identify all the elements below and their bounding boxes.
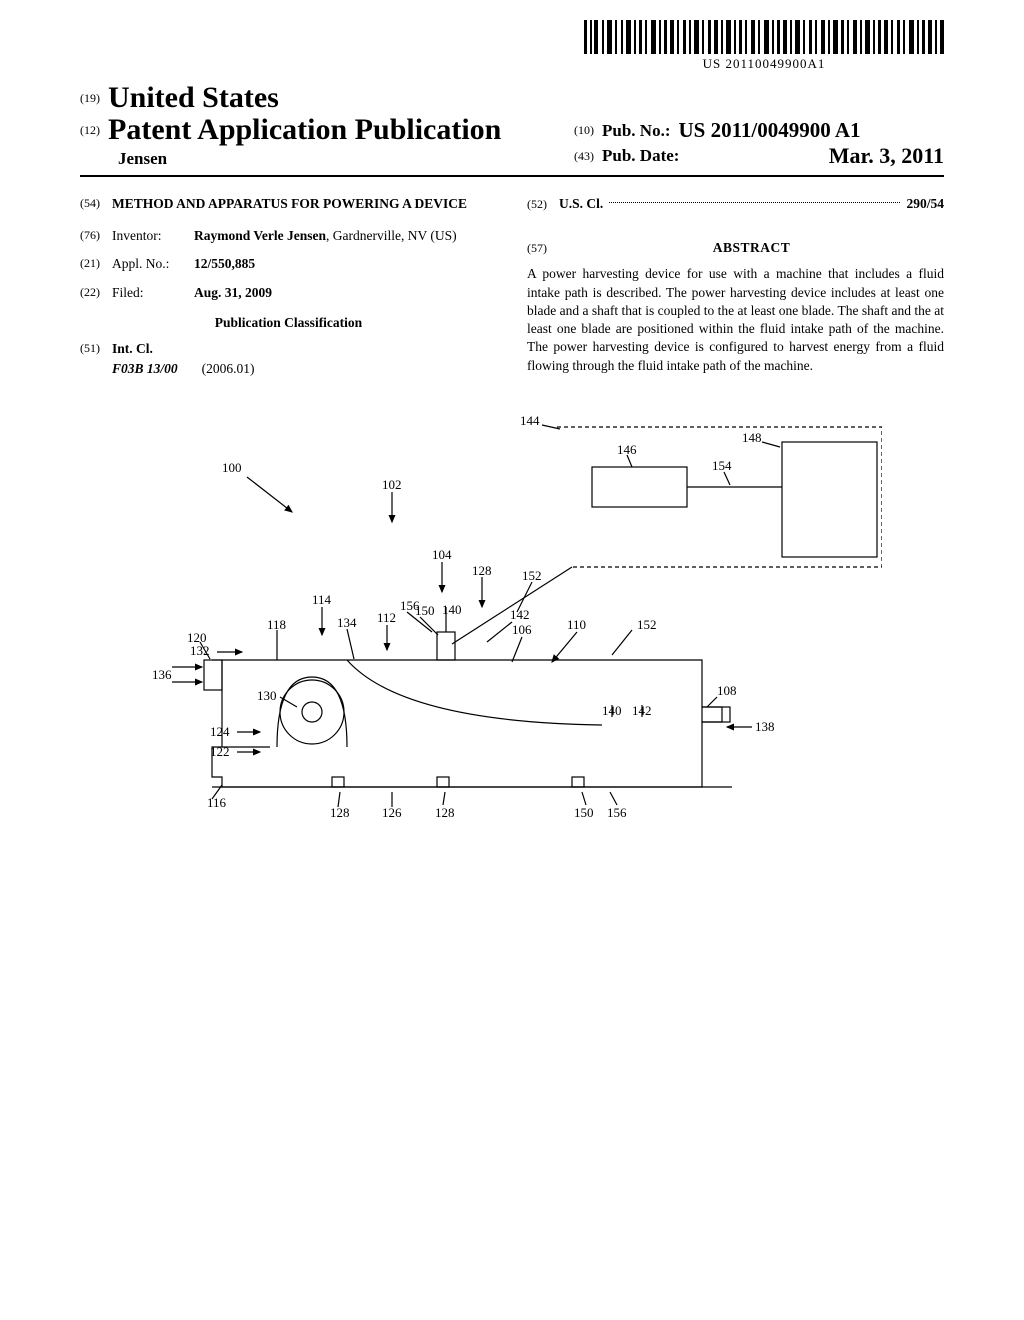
applno-value: 12/550,885 bbox=[194, 255, 497, 273]
country-num: (19) bbox=[80, 91, 100, 106]
barcode-text: US 20110049900A1 bbox=[584, 56, 944, 72]
inventor-num: (76) bbox=[80, 227, 112, 245]
svg-text:144: 144 bbox=[520, 413, 540, 428]
uscl-num: (52) bbox=[527, 196, 559, 212]
svg-text:132: 132 bbox=[190, 643, 210, 658]
svg-text:134: 134 bbox=[337, 615, 357, 630]
inventor-value: Raymond Verle Jensen, Gardnerville, NV (… bbox=[194, 227, 497, 245]
intcl-label: Int. Cl. bbox=[112, 340, 153, 358]
pubno-label: Pub. No.: bbox=[602, 121, 670, 141]
svg-text:112: 112 bbox=[377, 610, 396, 625]
author: Jensen bbox=[80, 149, 554, 169]
pub-class-heading: Publication Classification bbox=[80, 314, 497, 332]
pubdate-label: Pub. Date: bbox=[602, 146, 679, 166]
applno-label: Appl. No.: bbox=[112, 255, 194, 273]
pubno-value: US 2011/0049900 A1 bbox=[678, 118, 860, 143]
svg-text:150: 150 bbox=[574, 805, 594, 820]
inventor-label: Inventor: bbox=[112, 227, 194, 245]
svg-text:138: 138 bbox=[755, 719, 775, 734]
svg-text:128: 128 bbox=[435, 805, 455, 820]
svg-text:128: 128 bbox=[472, 563, 492, 578]
body-columns: (54) METHOD AND APPARATUS FOR POWERING A… bbox=[80, 195, 944, 379]
svg-text:128: 128 bbox=[330, 805, 350, 820]
left-column: (54) METHOD AND APPARATUS FOR POWERING A… bbox=[80, 195, 497, 379]
figure: 100 102 104 106 108 110 112 114 116 118 … bbox=[80, 407, 944, 847]
svg-text:126: 126 bbox=[382, 805, 402, 820]
barcode-graphic bbox=[584, 20, 944, 54]
intcl-code: F03B 13/00 bbox=[112, 360, 178, 378]
svg-text:142: 142 bbox=[632, 703, 652, 718]
filed-num: (22) bbox=[80, 284, 112, 302]
svg-text:110: 110 bbox=[567, 617, 586, 632]
uscl-value: 290/54 bbox=[906, 195, 944, 213]
svg-text:142: 142 bbox=[510, 607, 530, 622]
svg-text:122: 122 bbox=[210, 744, 230, 759]
country: United States bbox=[108, 81, 279, 115]
intcl-year: (2006.01) bbox=[202, 360, 255, 378]
intcl-num: (51) bbox=[80, 340, 112, 358]
barcode: US 20110049900A1 bbox=[584, 20, 944, 72]
svg-text:124: 124 bbox=[210, 724, 230, 739]
figure-labels: 100 102 104 106 108 110 112 114 116 118 … bbox=[152, 413, 775, 820]
barcode-section: US 20110049900A1 bbox=[80, 20, 944, 73]
svg-text:156: 156 bbox=[607, 805, 627, 820]
svg-text:108: 108 bbox=[717, 683, 737, 698]
abstract-num: (57) bbox=[527, 240, 559, 256]
svg-text:114: 114 bbox=[312, 592, 332, 607]
pubdate-num: (43) bbox=[574, 149, 594, 164]
svg-text:146: 146 bbox=[617, 442, 637, 457]
uscl-dots bbox=[609, 202, 900, 203]
svg-text:100: 100 bbox=[222, 460, 242, 475]
pubdate-value: Mar. 3, 2011 bbox=[829, 143, 944, 169]
svg-text:116: 116 bbox=[207, 795, 227, 810]
divider bbox=[80, 175, 944, 177]
applno-num: (21) bbox=[80, 255, 112, 273]
svg-text:118: 118 bbox=[267, 617, 286, 632]
svg-text:136: 136 bbox=[152, 667, 172, 682]
pub-type: Patent Application Publication bbox=[108, 113, 501, 147]
pubno-num: (10) bbox=[574, 123, 594, 138]
svg-text:156: 156 bbox=[400, 598, 420, 613]
pub-type-num: (12) bbox=[80, 123, 100, 138]
header-left: (19) United States (12) Patent Applicati… bbox=[80, 81, 554, 169]
svg-text:148: 148 bbox=[742, 430, 762, 445]
svg-text:104: 104 bbox=[432, 547, 452, 562]
inventor-name: Raymond Verle Jensen bbox=[194, 228, 326, 243]
svg-text:130: 130 bbox=[257, 688, 277, 703]
title-num: (54) bbox=[80, 195, 112, 213]
inventor-loc: , Gardnerville, NV (US) bbox=[326, 228, 457, 243]
filed-label: Filed: bbox=[112, 284, 194, 302]
svg-text:140: 140 bbox=[602, 703, 622, 718]
figure-svg: 100 102 104 106 108 110 112 114 116 118 … bbox=[142, 407, 882, 847]
header-right: (10) Pub. No.: US 2011/0049900 A1 (43) P… bbox=[554, 118, 944, 169]
svg-text:102: 102 bbox=[382, 477, 402, 492]
svg-text:154: 154 bbox=[712, 458, 732, 473]
right-column: (52) U.S. Cl. 290/54 (57) ABSTRACT A pow… bbox=[527, 195, 944, 379]
svg-text:152: 152 bbox=[637, 617, 657, 632]
filed-value: Aug. 31, 2009 bbox=[194, 284, 497, 302]
uscl-label: U.S. Cl. bbox=[559, 195, 603, 213]
header: (19) United States (12) Patent Applicati… bbox=[80, 81, 944, 169]
abstract-body: A power harvesting device for use with a… bbox=[527, 265, 944, 374]
svg-text:152: 152 bbox=[522, 568, 542, 583]
svg-text:140: 140 bbox=[442, 602, 462, 617]
abstract-title: ABSTRACT bbox=[559, 239, 944, 257]
svg-text:106: 106 bbox=[512, 622, 532, 637]
patent-title: METHOD AND APPARATUS FOR POWERING A DEVI… bbox=[112, 195, 497, 213]
